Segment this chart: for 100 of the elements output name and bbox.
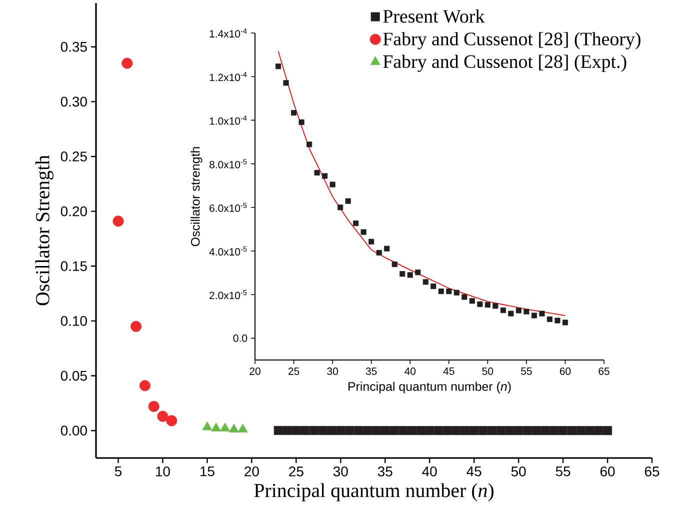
point bbox=[322, 173, 328, 179]
y-tick-label: 0.30 bbox=[60, 96, 87, 107]
point bbox=[291, 110, 297, 116]
point bbox=[380, 426, 390, 436]
point bbox=[336, 426, 346, 436]
point bbox=[390, 426, 399, 436]
point bbox=[487, 426, 496, 436]
x-tick-label: 30 bbox=[327, 368, 338, 375]
point bbox=[275, 64, 282, 70]
point bbox=[368, 238, 374, 244]
y-axis-title: Oscillator Strength bbox=[35, 155, 54, 306]
x-tick-label: 15 bbox=[200, 466, 214, 476]
x-tick-label: 45 bbox=[443, 368, 454, 375]
x-tick-label: 65 bbox=[598, 368, 610, 375]
x-tick-label: 20 bbox=[244, 466, 259, 476]
point bbox=[576, 426, 586, 436]
point bbox=[514, 426, 524, 436]
point bbox=[157, 410, 168, 422]
x-tick-label: 40 bbox=[404, 368, 416, 375]
x-tick-label: 45 bbox=[466, 466, 482, 476]
point bbox=[484, 302, 490, 308]
point bbox=[603, 426, 612, 436]
point bbox=[360, 229, 366, 235]
point bbox=[567, 426, 576, 436]
x-axis-title: Principal quantum number (n) bbox=[254, 483, 494, 502]
point bbox=[211, 422, 222, 432]
x-tick-label: 5 bbox=[114, 466, 122, 476]
point bbox=[554, 318, 560, 324]
point bbox=[148, 400, 160, 412]
point bbox=[202, 422, 212, 430]
point bbox=[505, 426, 514, 436]
point bbox=[452, 426, 461, 436]
point bbox=[392, 262, 398, 268]
y-tick-label: 1.0x10$^{-4}$ bbox=[210, 116, 247, 125]
x-tick-label: 30 bbox=[333, 466, 348, 476]
point bbox=[309, 426, 318, 435]
y-tick-label: 6.0x10$^{-5}$ bbox=[210, 202, 247, 212]
point bbox=[372, 426, 381, 436]
point bbox=[274, 426, 283, 435]
legend-label: Fabry and Cussenot [28] (Expt.) bbox=[383, 54, 626, 72]
point bbox=[282, 426, 292, 435]
point bbox=[462, 294, 468, 300]
legend-label: Present Work bbox=[383, 9, 485, 23]
legend-label: Fabry and Cussenot [28] (Theory) bbox=[383, 32, 640, 50]
point bbox=[496, 426, 506, 436]
point bbox=[327, 426, 336, 436]
line-series bbox=[278, 50, 566, 316]
point bbox=[478, 426, 488, 436]
point bbox=[376, 250, 382, 256]
x-tick-label: 25 bbox=[288, 368, 300, 375]
y-tick-label: 4.0x10$^{-5}$ bbox=[209, 246, 247, 256]
x-tick-label: 40 bbox=[422, 466, 437, 476]
y-tick-label: 0.05 bbox=[60, 370, 87, 381]
y-tick-label: 0.25 bbox=[60, 152, 87, 162]
y-tick-label: 0.20 bbox=[60, 206, 87, 216]
point bbox=[220, 422, 230, 432]
point bbox=[283, 80, 289, 86]
point bbox=[430, 284, 436, 290]
point bbox=[407, 426, 416, 436]
x-tick-label: 10 bbox=[156, 466, 170, 476]
point bbox=[558, 426, 568, 436]
point bbox=[425, 426, 434, 436]
point bbox=[300, 426, 310, 435]
point bbox=[292, 426, 301, 435]
point bbox=[524, 308, 530, 314]
point bbox=[532, 426, 541, 436]
point bbox=[345, 426, 354, 436]
point bbox=[166, 415, 178, 426]
point bbox=[354, 426, 363, 436]
x-tick-label: 60 bbox=[560, 368, 571, 375]
point bbox=[362, 426, 372, 436]
point bbox=[330, 182, 336, 188]
point bbox=[416, 426, 426, 436]
y-tick-label: 0.00 bbox=[60, 426, 87, 436]
point bbox=[594, 426, 604, 436]
point bbox=[531, 312, 537, 318]
point bbox=[470, 426, 479, 436]
x-tick-label: 55 bbox=[521, 368, 532, 375]
point bbox=[460, 426, 470, 436]
y-axis-title: Oscillator strength bbox=[190, 147, 202, 246]
point bbox=[407, 272, 413, 278]
point bbox=[442, 426, 452, 436]
x-tick-label: 20 bbox=[250, 368, 260, 375]
point bbox=[130, 320, 142, 332]
x-tick-label: 50 bbox=[482, 368, 494, 375]
point bbox=[139, 380, 150, 392]
point bbox=[434, 426, 443, 436]
point bbox=[562, 320, 568, 326]
point bbox=[338, 204, 344, 210]
point bbox=[550, 426, 559, 436]
x-tick-label: 65 bbox=[644, 466, 660, 476]
point bbox=[314, 170, 320, 176]
point bbox=[446, 288, 452, 294]
point bbox=[306, 142, 312, 148]
point bbox=[422, 279, 428, 285]
y-tick-label: 2.0x10$^{-5}$ bbox=[210, 290, 247, 300]
y-tick-label: 1.2x10$^{-4}$ bbox=[210, 72, 247, 82]
x-tick-label: 50 bbox=[511, 466, 526, 476]
point bbox=[516, 308, 522, 314]
x-tick-label: 60 bbox=[600, 466, 615, 476]
